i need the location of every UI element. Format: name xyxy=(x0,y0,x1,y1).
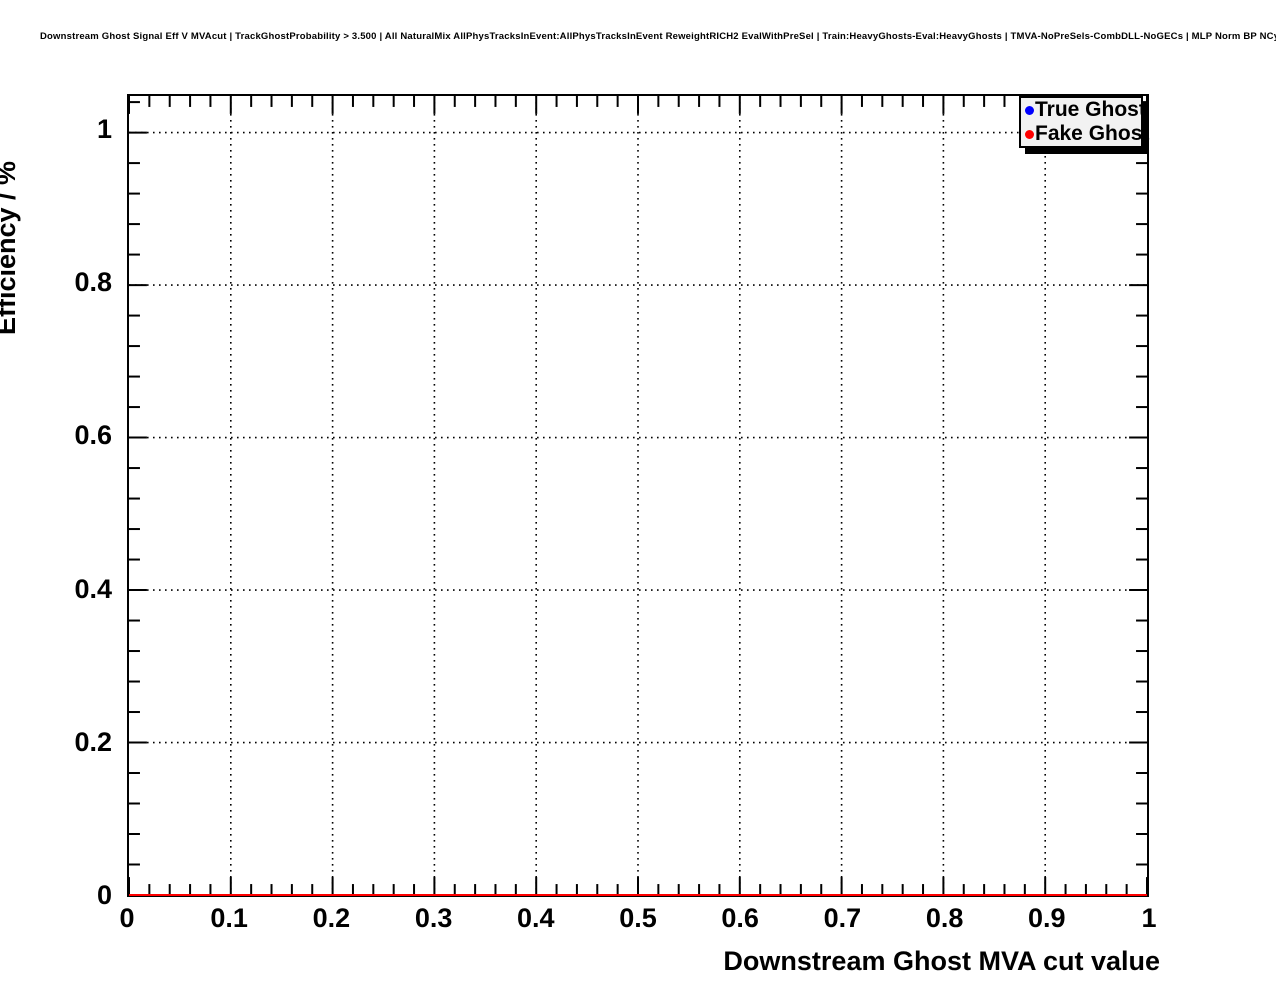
x-tick-label: 0.3 xyxy=(414,903,453,933)
y-tick-label: 0.8 xyxy=(74,267,112,298)
x-tick-label: 0.6 xyxy=(721,903,759,933)
legend[interactable]: True Ghost Fake Ghost xyxy=(1019,96,1149,148)
y-tick-label: 0 xyxy=(96,880,112,910)
legend-marker-icon xyxy=(1025,105,1034,115)
plot-title: Downstream Ghost Signal Eff V MVAcut | T… xyxy=(40,31,1276,42)
x-tick-label: 0.4 xyxy=(517,903,555,933)
x-tick-label: 0.7 xyxy=(823,903,862,933)
data-series-layer xyxy=(129,96,1147,895)
y-tick-label: 0.6 xyxy=(74,420,112,451)
y-tick-label: 0.4 xyxy=(74,573,112,604)
legend-entry-fake-ghost[interactable]: Fake Ghost xyxy=(1021,122,1149,146)
x-tick-label: 0.5 xyxy=(619,903,657,933)
plot-frame xyxy=(127,94,1149,897)
legend-entry-true-ghost[interactable]: True Ghost xyxy=(1021,98,1146,122)
x-tick-label: 0.1 xyxy=(210,903,248,933)
x-tick-label: 0.2 xyxy=(312,903,351,933)
grid-lines xyxy=(129,96,1147,895)
x-tick-label: 0.8 xyxy=(925,903,964,933)
x-axis-title: Downstream Ghost MVA cut value xyxy=(723,946,1160,976)
x-tick-label: 0 xyxy=(119,903,135,933)
x-tick-label: 0.9 xyxy=(1028,903,1066,933)
legend-label: Fake Ghost xyxy=(1035,122,1150,145)
legend-label: True Ghost xyxy=(1035,98,1146,121)
y-tick-label: 1 xyxy=(96,113,112,144)
legend-marker-icon xyxy=(1025,129,1034,139)
y-tick-label: 0.2 xyxy=(74,726,112,757)
x-tick-label: 1 xyxy=(1141,903,1157,933)
